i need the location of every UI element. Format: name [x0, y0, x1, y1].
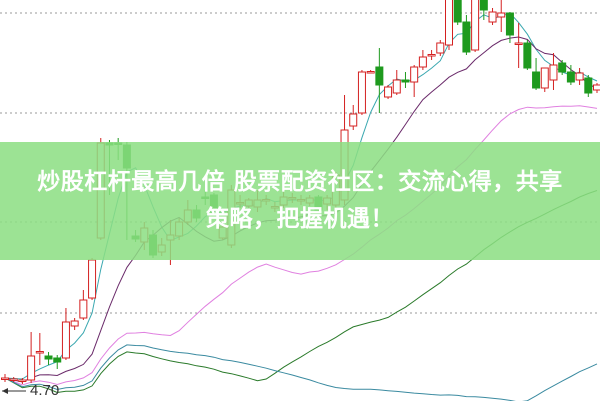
- candle-body: [462, 21, 471, 53]
- candle-body: [488, 11, 497, 23]
- candle-body: [401, 79, 410, 83]
- candle-body: [497, 12, 506, 18]
- candle-body: [453, 0, 462, 23]
- candle-body: [566, 71, 575, 83]
- candle-body: [418, 56, 427, 68]
- promo-banner: 炒股杠杆最高几倍 股票配资社区：交流心得，共享 策略，把握机遇！: [0, 142, 600, 260]
- candle-body: [523, 42, 532, 69]
- candle-body: [392, 79, 401, 94]
- candle-body: [427, 54, 436, 57]
- candle-body: [584, 77, 593, 94]
- candle-body: [558, 62, 567, 73]
- candle-body: [505, 12, 514, 36]
- candle-body: [549, 64, 558, 81]
- candle-body: [9, 378, 18, 381]
- candle-body: [44, 355, 53, 360]
- candle-body: [79, 299, 88, 319]
- candle-body: [471, 0, 480, 51]
- candle-body: [1, 377, 9, 380]
- candle-body: [410, 66, 419, 83]
- ma20-line: [4, 105, 598, 386]
- candle-body: [88, 259, 97, 299]
- candle-body: [349, 113, 358, 127]
- candle-body: [532, 71, 541, 89]
- candle-body: [384, 86, 393, 98]
- candle-body: [53, 357, 62, 363]
- candle-body: [27, 355, 36, 381]
- candle-body: [575, 72, 584, 81]
- candle-body: [366, 71, 375, 74]
- candle-body: [479, 0, 488, 11]
- arrow-left-icon: [2, 388, 8, 394]
- candle-body: [445, 0, 453, 46]
- candle-body: [375, 66, 384, 86]
- banner-line-1: 炒股杠杆最高几倍 股票配资社区：交流心得，共享: [37, 169, 563, 195]
- ma60-line: [4, 344, 598, 401]
- candle-body: [18, 379, 27, 382]
- candle-body: [61, 321, 70, 359]
- banner-line-2: 策略，把握机遇！: [206, 206, 394, 232]
- candle-body: [593, 84, 600, 91]
- candle-body: [540, 67, 549, 89]
- candle-body: [35, 351, 44, 354]
- candle-body: [436, 42, 445, 54]
- candle-body: [70, 320, 79, 327]
- low-price-label: 4.70: [30, 382, 60, 399]
- candle-body: [357, 71, 366, 114]
- candle-body: [514, 42, 523, 45]
